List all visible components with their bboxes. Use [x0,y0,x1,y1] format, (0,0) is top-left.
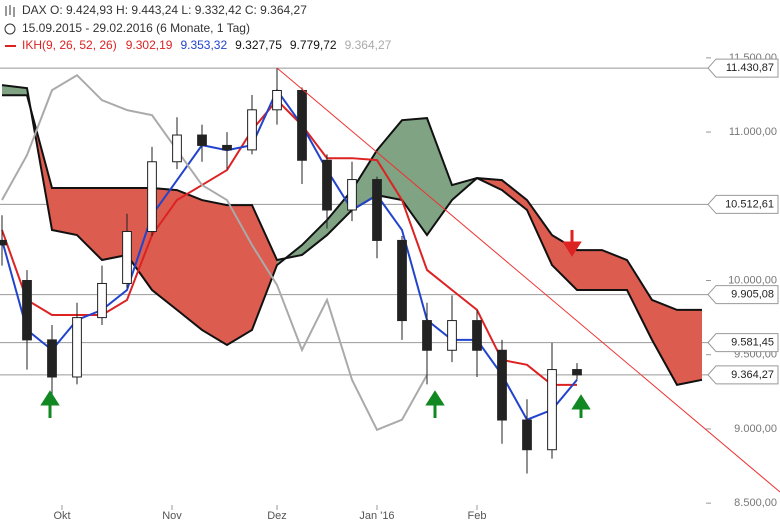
candle-body [497,349,507,421]
candle-body [0,239,7,246]
candle-body [172,134,182,163]
buy-arrow [425,390,445,418]
level-badge [707,333,779,353]
candle-body [297,90,307,161]
cloud-segment [227,205,252,345]
level-label: 9.364,27 [731,369,774,381]
cloud-segment [177,190,202,330]
cloud-segment [52,188,77,236]
cloud-segment [252,205,277,330]
candle-body [222,144,232,151]
candle-body [522,419,532,451]
sell-arrow [562,230,582,257]
candle-body [147,161,157,233]
cloud-segment [377,120,402,201]
y-tick-label: 11.000,00 [729,126,777,138]
x-tick-label: Okt [53,510,70,522]
cloud-segment [502,180,527,210]
level-label: 9.581,45 [731,337,774,349]
cloud-segment [577,250,602,290]
x-tick-label: Jan '16 [359,510,394,522]
y-tick-label: 8.500,00 [734,497,777,509]
candle-body [122,231,132,284]
indicator-value: 9.779,72 [290,38,337,52]
cloud-segment [102,188,127,261]
date-range: 15.09.2015 - 29.02.2016 (6 Monate, 1 Tag… [22,21,250,35]
indicator-name: IKH(9, 26, 52, 26) [22,38,117,52]
signals [40,230,591,418]
cloud-segment [652,299,677,385]
cloud-segment [152,188,177,310]
cloud-segment [77,188,102,261]
level-label: 11.430,87 [726,62,774,74]
cloud-segment [302,220,327,255]
candle-body [472,320,482,351]
buy-arrow [40,390,60,418]
trend-line [276,67,780,493]
cloud-segment [677,309,702,385]
clock-icon [4,23,16,35]
cloud-segment [527,200,552,266]
indicator-value: 9.353,32 [180,38,227,52]
indicator-line [1,73,428,432]
indicator-value: 9.364,27 [345,38,392,52]
candle-body [272,90,282,111]
candle-body [547,369,557,451]
candle-icon [5,5,15,17]
candle-body [397,239,407,322]
x-tick-label: Nov [162,510,182,522]
level-label: 9.905,08 [731,288,774,300]
level-label: 10.512,61 [725,198,774,210]
level-badge [707,365,779,385]
cloud-segment [627,260,652,340]
candle-body [322,159,332,211]
candle-body [422,320,432,351]
candle-body [72,317,82,378]
candle-body [47,339,57,378]
indicator-value: 9.302,19 [126,38,173,52]
candle-body [447,320,457,351]
candle-body [372,179,382,241]
candle-body [22,280,32,341]
candle-body [247,109,257,151]
cloud-segment [352,150,377,210]
level-badge [707,194,779,214]
candle-body [347,179,357,211]
level-badge [707,285,779,305]
cloud-segment [202,200,227,345]
y-tick-label: 10.000,00 [728,274,777,286]
buy-arrow [571,394,591,418]
indicator-value: 9.327,75 [235,38,282,52]
cloud-segment [602,250,627,290]
cloud-segment [127,188,152,290]
candle-body [197,134,207,146]
header: DAX O: 9.424,93 H: 9.443,24 L: 9.332,42 … [4,3,307,52]
x-tick-label: Dez [267,510,287,522]
candle-body [97,282,107,319]
y-tick-label: 9.000,00 [734,423,777,435]
x-tick-label: Feb [468,510,487,522]
cloud-segment [427,118,452,236]
cloud-segment [402,118,427,236]
level-badge [707,58,779,78]
candle-body [572,369,582,376]
symbol-line: DAX O: 9.424,93 H: 9.443,24 L: 9.332,42 … [22,3,307,17]
